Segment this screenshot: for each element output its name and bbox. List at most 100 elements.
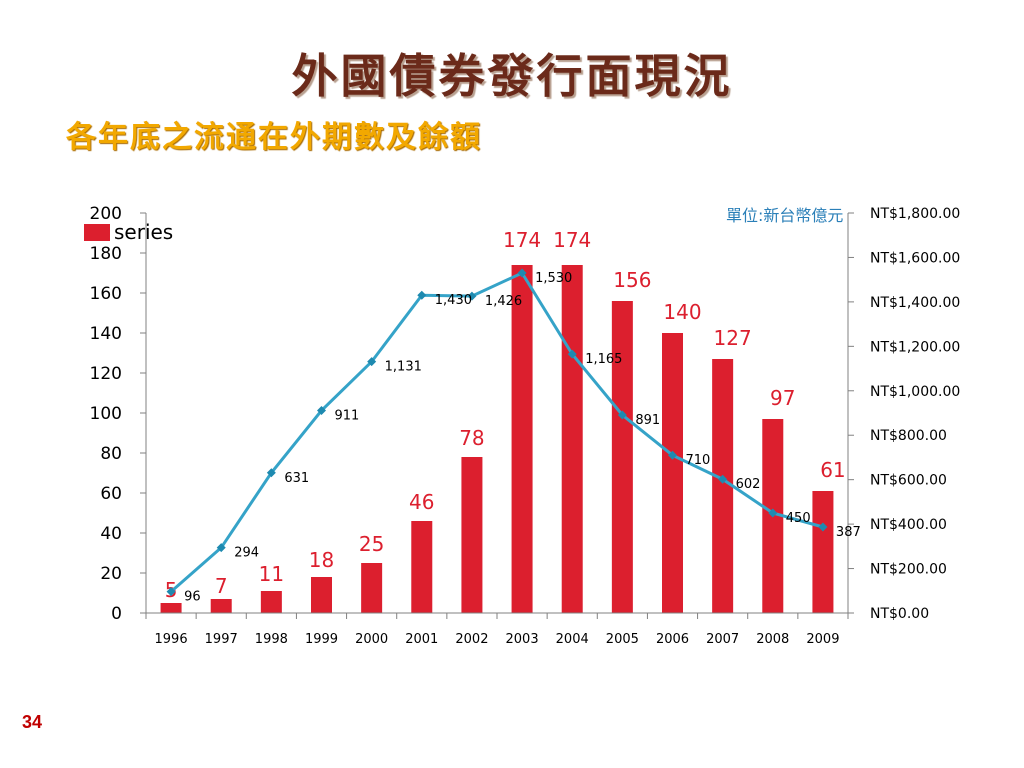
x-tick-label: 1997 <box>205 632 238 647</box>
line-point <box>266 468 276 478</box>
line-data-label: 387 <box>836 525 861 540</box>
x-tick-label: 1998 <box>255 632 288 647</box>
line-path <box>170 271 824 593</box>
line-data-label: 710 <box>686 453 711 468</box>
right-tick-label: NT$600.00 <box>870 473 947 489</box>
line-point <box>617 410 627 420</box>
right-tick-label: NT$200.00 <box>870 562 947 578</box>
left-axis: 0 20 40 60 80 100 120 140 160 180 200 <box>90 204 147 624</box>
bar-data-label: 46 <box>409 490 434 514</box>
right-tick-label: NT$1,400.00 <box>870 295 960 311</box>
left-tick-label: 140 <box>90 324 122 344</box>
slide-title: 外國債券發行面現況 <box>291 49 733 103</box>
left-tick-label: 0 <box>111 604 122 624</box>
left-tick-label: 120 <box>90 364 122 384</box>
bar-data-label: 25 <box>359 532 384 556</box>
x-tick-label: 2005 <box>606 632 639 647</box>
line-point <box>567 349 577 359</box>
line-point <box>668 450 677 460</box>
left-tick-label: 180 <box>90 244 122 264</box>
x-tick-label: 2006 <box>656 632 689 647</box>
bar <box>160 603 182 613</box>
bar <box>311 577 332 613</box>
bar <box>611 301 633 613</box>
bar <box>662 333 683 613</box>
line-data-label: 1,131 <box>385 360 422 375</box>
unit-note: 單位:新台幣億元 <box>726 206 844 225</box>
bar <box>210 599 232 613</box>
right-tick-label: NT$1,600.00 <box>870 250 960 266</box>
line-data-label: 1,426 <box>485 294 522 309</box>
right-tick-label: NT$1,800.00 <box>870 206 960 222</box>
line-point <box>216 543 226 553</box>
bar <box>712 359 734 613</box>
line-point <box>317 406 326 416</box>
bar-data-label: 156 <box>613 268 651 292</box>
line-data-label: 1,530 <box>535 271 572 286</box>
slide-subtitle: 各年底之流通在外期數及餘額 <box>66 120 482 155</box>
legend: series <box>84 220 173 244</box>
right-axis: NT$0.00 NT$200.00 NT$400.00 NT$600.00 NT$800… <box>847 206 960 622</box>
bar <box>260 591 282 613</box>
bar <box>361 563 383 613</box>
line-point <box>517 268 527 278</box>
bar-data-labels: 5711182546781741741561401279761 <box>165 228 846 602</box>
bar-data-label: 61 <box>820 458 845 482</box>
legend-label: series <box>114 220 173 244</box>
bar-data-label: 140 <box>663 300 701 324</box>
x-tick-label: 2003 <box>506 632 539 647</box>
x-tick-label: 2002 <box>455 632 488 647</box>
right-tick-label: NT$400.00 <box>870 517 947 533</box>
line-data-label: 450 <box>786 511 811 526</box>
bar <box>812 491 834 613</box>
line-point <box>467 291 477 301</box>
line-data-label: 631 <box>284 471 309 486</box>
page-number: 34 <box>22 712 43 732</box>
right-tick-label: NT$1,200.00 <box>870 339 960 355</box>
x-tick-label: 2004 <box>556 632 589 647</box>
left-tick-label: 160 <box>90 284 122 304</box>
bar-data-label: 7 <box>215 574 228 598</box>
left-tick-label: 40 <box>100 524 122 544</box>
x-tick-label: 2007 <box>706 632 739 647</box>
legend-swatch <box>84 224 110 241</box>
line-data-label: 1,430 <box>435 293 472 308</box>
bar <box>561 265 583 613</box>
line-point <box>367 357 377 367</box>
line-point <box>818 522 828 532</box>
bar-data-label: 78 <box>459 426 484 450</box>
line-point <box>417 290 427 300</box>
bar-data-label: 174 <box>553 228 591 252</box>
line-data-label: 294 <box>234 546 259 561</box>
x-axis: 1996 1997 1998 1999 2000 2001 2002 2003 2004 2005… <box>145 612 849 647</box>
bar-data-label: 11 <box>259 562 284 586</box>
bar-data-label: 174 <box>503 228 541 252</box>
x-tick-label: 1996 <box>155 632 188 647</box>
left-tick-label: 60 <box>100 484 122 504</box>
bar <box>511 265 533 613</box>
bar-data-label: 127 <box>714 326 752 350</box>
x-tick-label: 2008 <box>756 632 789 647</box>
bar <box>461 457 483 613</box>
line-data-label: 911 <box>335 409 360 424</box>
x-tick-label: 1999 <box>305 632 338 647</box>
left-tick-label: 20 <box>100 564 122 584</box>
line-data-label: 891 <box>635 413 660 428</box>
line-data-label: 602 <box>736 477 761 492</box>
x-tick-label: 2009 <box>806 632 839 647</box>
bar-data-label: 18 <box>309 548 334 572</box>
bar-data-label: 97 <box>770 386 795 410</box>
right-tick-label: NT$800.00 <box>870 428 947 444</box>
bar-series <box>160 265 834 613</box>
line-point <box>718 474 728 484</box>
bar <box>411 521 433 613</box>
line-data-label: 96 <box>184 590 201 605</box>
right-tick-label: NT$0.00 <box>870 606 929 622</box>
x-tick-label: 2001 <box>405 632 438 647</box>
left-tick-label: 100 <box>90 404 122 424</box>
left-tick-label: 200 <box>90 204 122 224</box>
line-data-labels: 96 294 631 911 1,131 1,430 1,426 1,530 1,165 891 7… <box>184 271 861 605</box>
right-tick-label: NT$1,000.00 <box>870 384 960 400</box>
line-point <box>166 587 176 597</box>
